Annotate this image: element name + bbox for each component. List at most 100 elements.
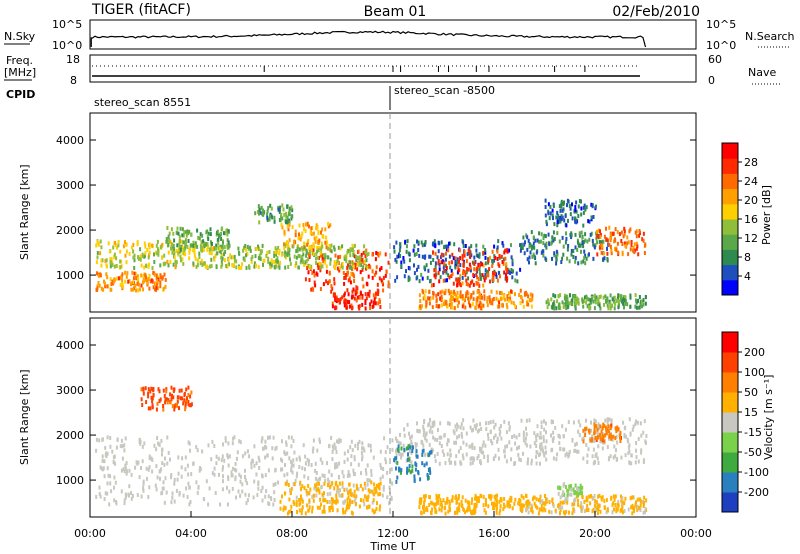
velocity-cell [601,426,604,431]
power-cell [216,238,219,243]
noise-trace [90,30,647,48]
power-cell [193,247,196,252]
velocity-cell [164,397,167,402]
velocity-cell [430,510,432,515]
power-cell [580,206,583,211]
power-cell [186,229,189,234]
power-cell [448,275,451,280]
velocity-cell [539,447,542,452]
power-cell [434,261,437,266]
velocity-cell [233,467,236,472]
velocity-cell [264,455,267,460]
power-cell [145,263,147,268]
velocity-cell [490,439,493,443]
velocity-cell [260,489,263,493]
velocity-cell [557,433,560,438]
power-cell [500,303,503,308]
velocity-cell [540,420,543,425]
velocity-cell [522,438,525,443]
power-cell [308,278,311,282]
velocity-cell [637,459,640,464]
velocity-cell [158,469,161,474]
power-cell [323,255,326,260]
power-cell [642,231,645,236]
power-cell [361,295,364,300]
velocity-cell [422,509,425,514]
velocity-cell [462,426,465,431]
power-cell [277,245,280,250]
velocity-cell [597,461,600,465]
velocity-cell [353,489,356,494]
power-cell [347,263,349,268]
velocity-cell [366,497,369,502]
power-cell [233,258,236,263]
velocity-cell [165,397,168,402]
power-cell [365,258,368,263]
velocity-cell [573,448,576,453]
power-cell [121,281,124,286]
power-cell [255,263,257,268]
power-cell [455,262,457,267]
power-cell [217,241,220,246]
velocity-cell [165,387,168,392]
power-cell [270,213,273,218]
velocity-cell [644,510,646,514]
velocity-cell [406,468,409,473]
power-cell [555,215,558,220]
power-cell [324,260,327,265]
velocity-cell [630,461,633,466]
velocity-cell [596,456,599,461]
power-cell [202,248,205,252]
velocity-cell [184,401,187,406]
power-cell [173,251,176,256]
power-cell [278,265,281,270]
power-cell [245,253,247,258]
velocity-cell [370,473,373,478]
velocity-cell [585,508,588,513]
velocity-cell [624,425,627,430]
velocity-cell [298,455,301,460]
velocity-cell [394,436,397,441]
velocity-cell [440,444,443,448]
power-cell [214,254,217,258]
velocity-cell [525,508,527,513]
velocity-cell [104,445,107,450]
power-cell [476,298,479,303]
velocity-cell [448,501,451,506]
power-cell [588,305,590,310]
power-cell [487,258,490,263]
velocity-cell [595,500,598,505]
velocity-colorbar [721,331,739,513]
velocity-cell [141,444,144,449]
velocity-cell [320,502,322,507]
power-cell [465,291,468,296]
power-cell [359,255,362,260]
power-cell [581,297,584,302]
velocity-cell [328,480,331,485]
power-cell [394,278,397,283]
power-cell [152,270,155,275]
velocity-cell [606,420,609,425]
velocity-cell [557,503,560,508]
velocity-cell [120,438,123,443]
velocity-cell [552,420,554,424]
power-cell [485,270,488,275]
power-cell [291,208,294,213]
velocity-cell [552,439,555,444]
power-cell [387,280,390,285]
power-cell [286,251,289,256]
power-cell [503,250,506,255]
velocity-cell [538,507,541,512]
velocity-cell [483,508,486,513]
velocity-cell [644,507,647,512]
power-cell [196,263,199,268]
velocity-cell [284,452,287,456]
velocity-cell [237,489,240,494]
power-cell [325,264,328,269]
velocity-cell [290,468,293,473]
power-cell [459,290,462,295]
velocity-colorbar-swatch [722,492,738,513]
power-cell [502,243,505,248]
velocity-cell [462,440,465,445]
